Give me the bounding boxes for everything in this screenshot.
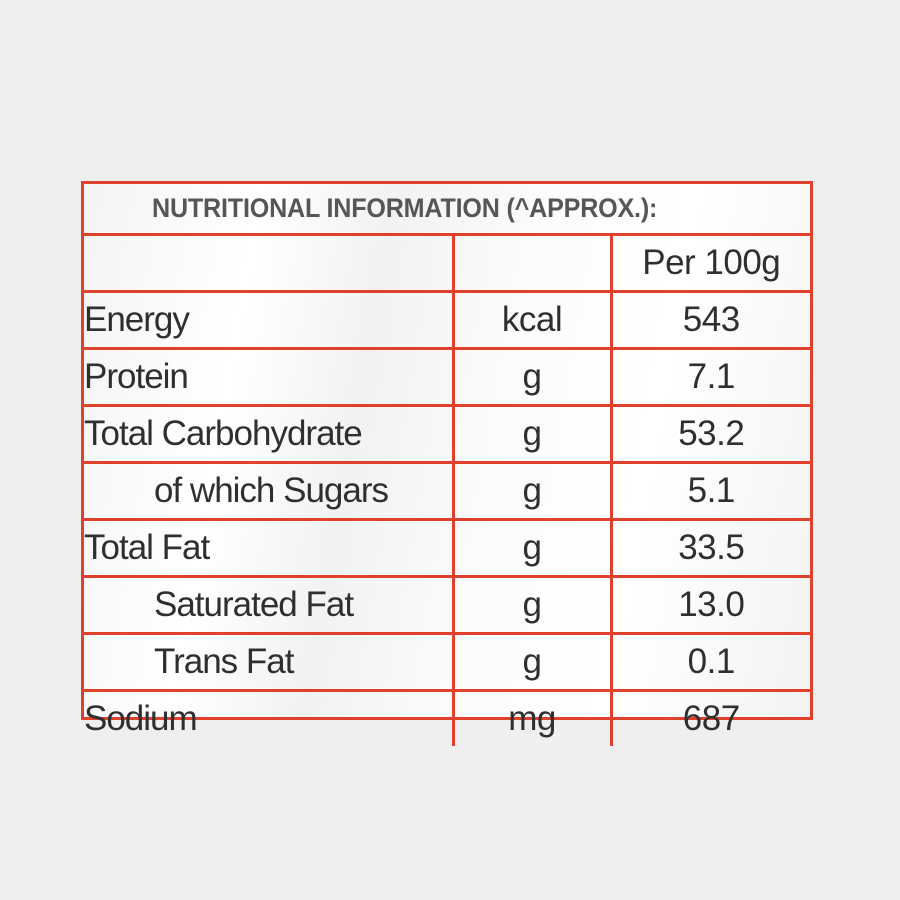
table-header-row: Per 100g (84, 236, 810, 293)
nutrient-value-saturated-fat: 13.0 (611, 576, 810, 635)
nutrient-value-total-carbohydrate: 53.2 (611, 405, 810, 464)
table-row: Total Carbohydrate g 53.2 (84, 405, 810, 464)
table-row: Energy kcal 543 (84, 291, 810, 350)
nutrient-unit-energy: kcal (453, 291, 613, 350)
nutrient-unit-sodium: mg (453, 690, 613, 746)
nutrient-name-saturated-fat: Saturated Fat (84, 576, 455, 635)
table-row: Sodium mg 687 (84, 690, 810, 746)
nutrient-name-protein: Protein (84, 348, 455, 407)
nutrition-table: Per 100g Energy kcal 543 Protein g 7.1 T… (84, 236, 810, 746)
nutrient-value-trans-fat: 0.1 (611, 633, 810, 692)
nutrient-value-total-fat: 33.5 (611, 519, 810, 578)
nutrient-name-sugars: of which Sugars (84, 462, 455, 521)
nutrition-title-row: NUTRITIONAL INFORMATION (^APPROX.): (84, 184, 810, 236)
nutrient-unit-total-carbohydrate: g (453, 405, 613, 464)
nutrient-unit-sugars: g (453, 462, 613, 521)
table-row: of which Sugars g 5.1 (84, 462, 810, 521)
nutrient-value-sodium: 687 (682, 699, 740, 738)
table-row: Saturated Fat g 13.0 (84, 576, 810, 635)
table-row: Total Fat g 33.5 (84, 519, 810, 578)
nutrient-unit-protein: g (453, 348, 613, 407)
nutrient-name-total-fat: Total Fat (84, 519, 455, 578)
nutrient-unit-saturated-fat: g (453, 576, 613, 635)
nutrient-unit-trans-fat: g (453, 633, 613, 692)
nutrient-value-energy: 543 (611, 291, 810, 350)
nutrition-title: NUTRITIONAL INFORMATION (^APPROX.): (152, 193, 658, 223)
nutrient-name-total-carbohydrate: Total Carbohydrate (84, 405, 455, 464)
nutrient-value-protein: 7.1 (611, 348, 810, 407)
nutrient-name-energy: Energy (84, 291, 455, 350)
header-per-100g-cell: Per 100g (611, 236, 810, 293)
nutrient-unit-total-fat: g (453, 519, 613, 578)
table-row: Trans Fat g 0.1 (84, 633, 810, 692)
nutrient-name-sodium: Sodium (84, 690, 455, 746)
nutrition-label: NUTRITIONAL INFORMATION (^APPROX.): Per … (81, 181, 813, 746)
header-name-cell (84, 236, 455, 293)
nutrient-value-sugars: 5.1 (611, 462, 810, 521)
header-unit-cell (453, 236, 613, 293)
nutrient-name-trans-fat: Trans Fat (84, 633, 455, 692)
table-row: Protein g 7.1 (84, 348, 810, 407)
